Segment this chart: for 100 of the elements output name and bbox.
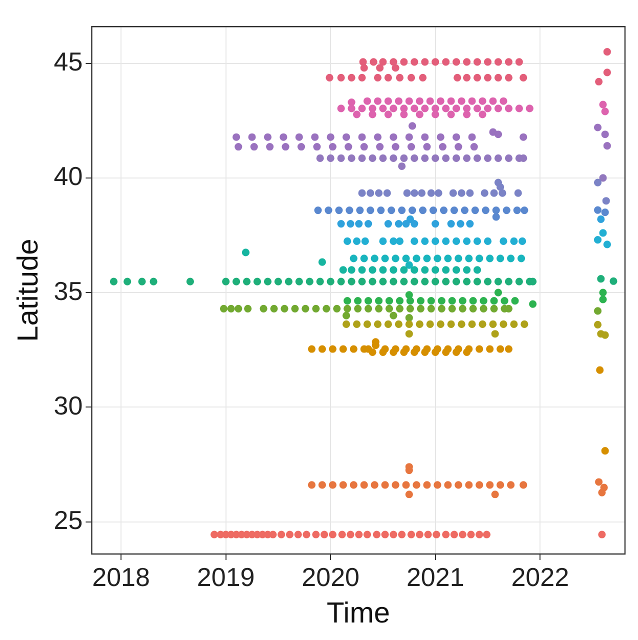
x-tick-label: 2022 (511, 562, 570, 592)
point (444, 481, 452, 489)
point (502, 206, 510, 214)
point (462, 110, 471, 118)
point (427, 297, 435, 305)
point (392, 64, 400, 72)
point (482, 530, 491, 538)
point (423, 142, 431, 151)
point (346, 220, 354, 228)
point (500, 297, 508, 305)
point (432, 266, 440, 274)
point (383, 189, 391, 197)
point (462, 278, 471, 286)
point (504, 104, 513, 112)
point (227, 304, 235, 312)
point (381, 254, 389, 262)
point (478, 110, 486, 118)
point (515, 58, 523, 66)
point (270, 304, 278, 312)
point (398, 162, 406, 170)
point (458, 97, 466, 105)
point (266, 142, 274, 151)
y-tick-label: 30 (54, 390, 83, 420)
point (350, 345, 358, 353)
point (398, 206, 406, 214)
point (358, 74, 366, 82)
point (458, 304, 466, 312)
point (476, 345, 484, 353)
point (447, 110, 455, 118)
point (478, 97, 486, 105)
point (482, 206, 490, 214)
point (504, 278, 513, 286)
point (442, 104, 450, 112)
point (379, 237, 387, 246)
point (452, 278, 460, 286)
point (599, 229, 607, 237)
point (232, 278, 240, 286)
point (407, 74, 416, 82)
point (448, 304, 456, 312)
point (390, 278, 398, 286)
point (400, 110, 408, 118)
point (344, 142, 352, 151)
point (406, 304, 414, 312)
point (390, 530, 398, 538)
point (442, 58, 450, 66)
point (363, 97, 372, 105)
point (520, 481, 528, 489)
point (421, 266, 429, 274)
point (350, 254, 358, 262)
point (452, 58, 460, 66)
point (491, 330, 499, 338)
point (490, 297, 498, 305)
point (396, 304, 404, 312)
point (358, 266, 366, 274)
point (322, 304, 330, 312)
point (462, 237, 471, 246)
point (513, 206, 521, 214)
point (599, 174, 607, 182)
point (269, 530, 277, 538)
point (594, 206, 602, 214)
point (339, 266, 347, 274)
point (405, 314, 413, 322)
point (248, 133, 256, 141)
point (526, 104, 534, 112)
point (407, 530, 416, 538)
point (426, 320, 434, 328)
point (601, 208, 609, 216)
point (337, 220, 345, 228)
point (234, 142, 242, 151)
point (402, 220, 410, 228)
point (400, 278, 408, 286)
point (355, 220, 363, 228)
point (514, 189, 522, 197)
point (402, 481, 410, 489)
point (468, 320, 476, 328)
point (358, 104, 366, 112)
point (384, 320, 392, 328)
point (186, 278, 194, 286)
point (484, 278, 492, 286)
point (500, 237, 508, 246)
point (494, 278, 502, 286)
point (490, 189, 498, 197)
point (480, 297, 488, 305)
point (462, 266, 471, 274)
point (427, 189, 435, 197)
point (494, 74, 502, 82)
point (405, 330, 413, 338)
point (426, 97, 434, 105)
point (364, 297, 372, 305)
point (406, 215, 414, 224)
point (418, 206, 427, 214)
point (381, 530, 389, 538)
point (264, 133, 272, 141)
point (454, 74, 462, 82)
point (452, 237, 460, 246)
point (408, 122, 416, 130)
point (416, 304, 424, 312)
point (434, 189, 442, 197)
point (326, 154, 334, 162)
point (458, 530, 466, 538)
